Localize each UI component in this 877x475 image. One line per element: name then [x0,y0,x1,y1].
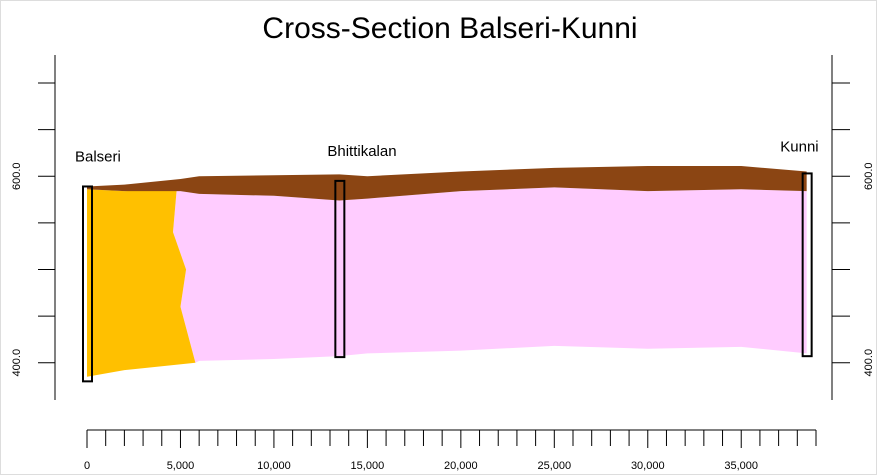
y-tick-label-right: 600.0 [863,162,875,190]
soil-layer [87,165,807,201]
y-tick-label-right: 400.0 [863,349,875,377]
layers: Balseri Bhittikalan Kunni [75,138,819,383]
axes: 400.0 400.0 600.0 600.0 0 5,000 10,000 15,000 20… [11,55,875,472]
borehole-label: Balseri [75,148,121,165]
chart-title: Cross-Section Balseri-Kunni [262,12,637,45]
borehole [801,172,813,358]
x-tick-label: 30,000 [631,460,665,472]
x-tick-label: 5,000 [167,460,195,472]
borehole [334,179,346,359]
x-tick-label: 25,000 [537,460,571,472]
x-tick-label: 15,000 [351,460,385,472]
x-tick-label: 0 [84,460,90,472]
x-tick-label: 10,000 [257,460,291,472]
x-tick-label: 35,000 [724,460,758,472]
borehole-label: Kunni [780,138,818,155]
borehole [82,185,93,383]
y-tick-label-left: 400.0 [11,349,23,377]
borehole-label: Bhittikalan [327,143,396,160]
x-tick-label: 20,000 [444,460,478,472]
rock-layer [172,187,807,363]
y-tick-label-left: 600.0 [11,162,23,190]
sediment-layer [87,189,196,377]
